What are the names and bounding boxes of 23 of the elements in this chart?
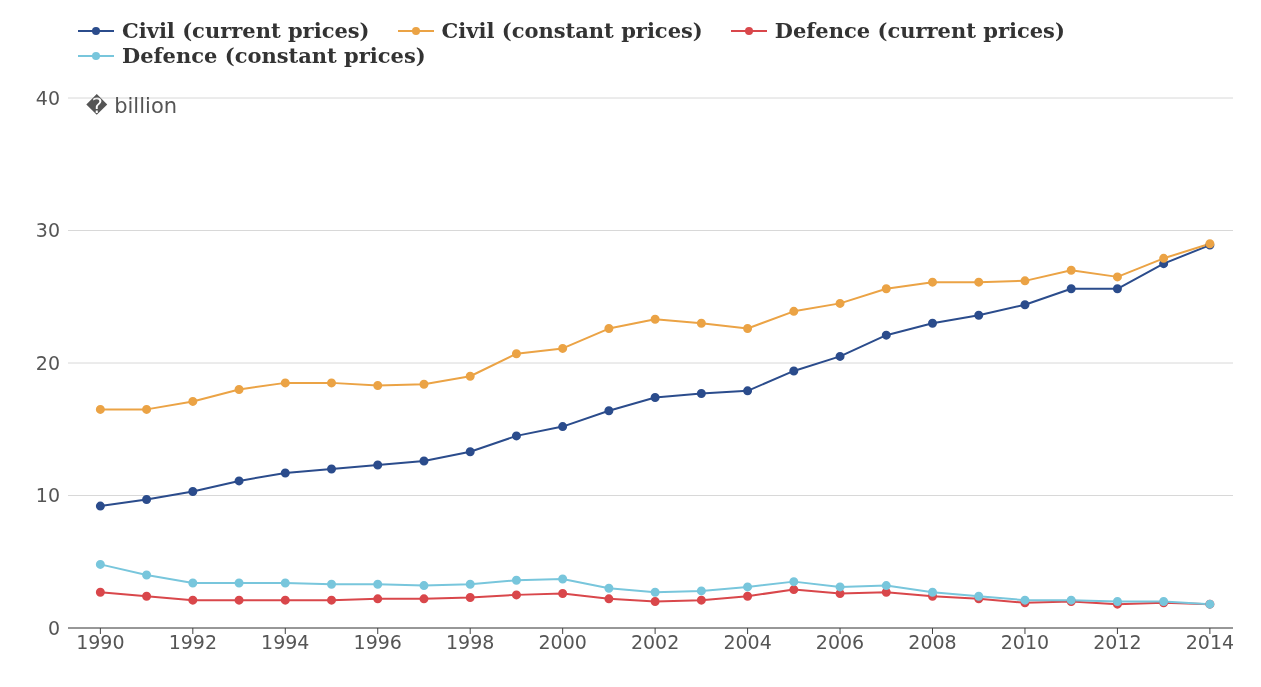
y-tick-label: 40	[35, 86, 60, 109]
x-tick-label: 2000	[538, 631, 587, 654]
x-tick-label: 2012	[1093, 631, 1142, 654]
x-tick-label: 1990	[76, 631, 125, 654]
y-tick-label: 30	[35, 219, 60, 242]
legend-label: Civil (current prices)	[122, 18, 370, 43]
x-tick-label: 1996	[353, 631, 402, 654]
x-tick-label: 2006	[815, 631, 865, 654]
x-tick-label: 1998	[446, 631, 495, 654]
y-tick-label: 0	[47, 616, 60, 639]
legend-label: Civil (constant prices)	[441, 18, 703, 43]
x-tick-label: 2008	[908, 631, 957, 654]
legend-label: Defence (current prices)	[774, 18, 1065, 43]
x-tick-label: 2014	[1185, 631, 1235, 654]
x-tick-label: 1994	[261, 631, 310, 654]
x-tick-label: 2004	[723, 631, 772, 654]
legend-label: Defence (constant prices)	[122, 43, 426, 68]
x-tick-label: 1992	[168, 631, 217, 654]
x-tick-label: 2002	[630, 631, 680, 654]
y-tick-label: 10	[35, 484, 60, 507]
y-tick-label: 20	[35, 351, 60, 374]
x-tick-label: 2010	[1000, 631, 1050, 654]
y-axis-title: � billion	[86, 94, 178, 118]
